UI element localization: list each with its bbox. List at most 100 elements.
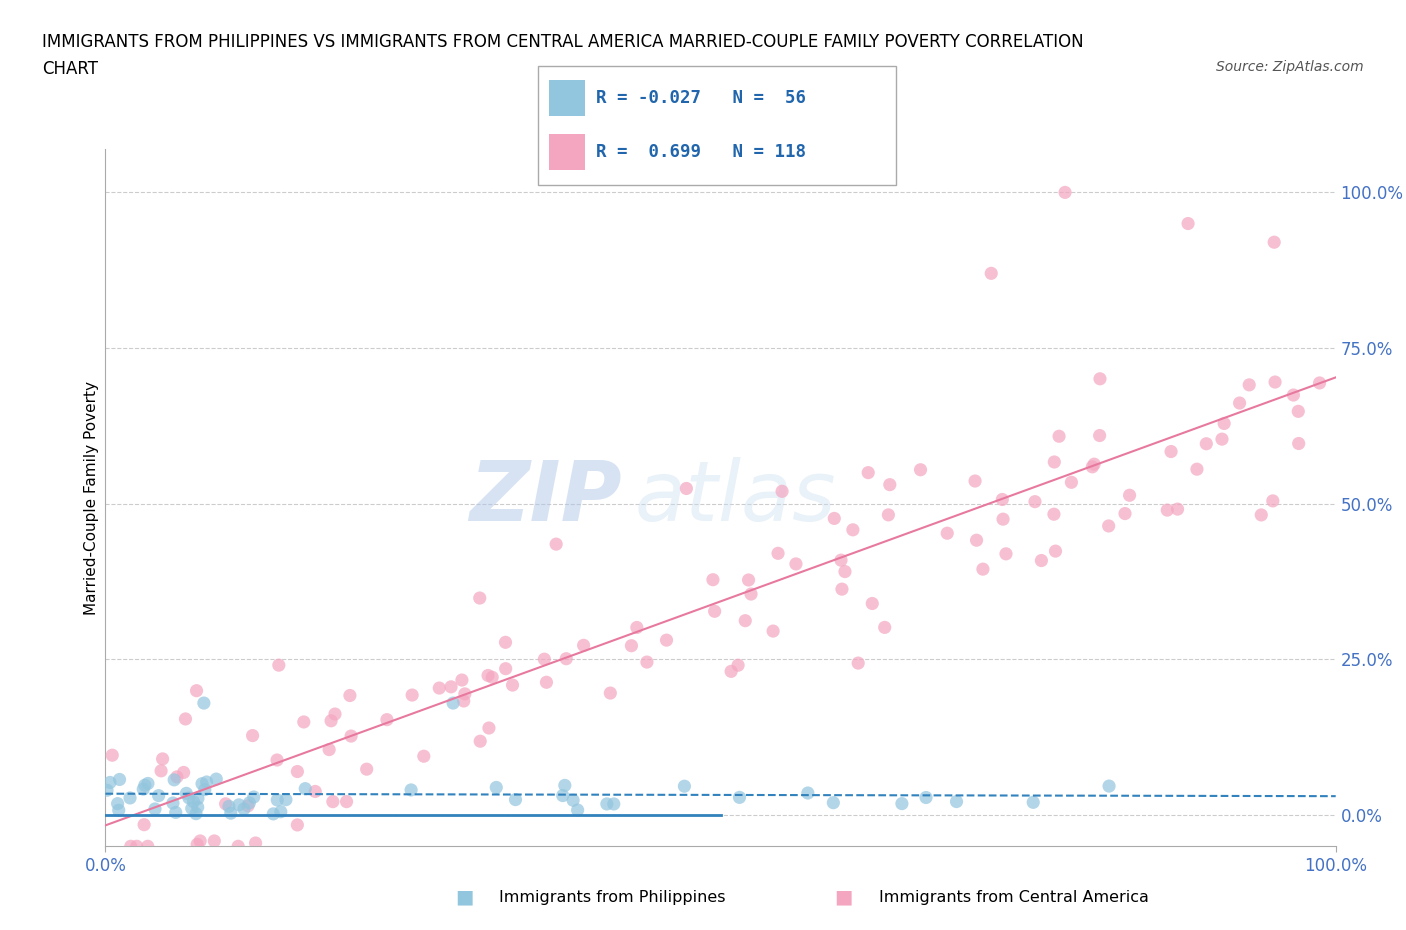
Point bbox=[274, 792, 297, 807]
Point bbox=[136, 839, 159, 854]
Point bbox=[1250, 508, 1272, 523]
Point bbox=[1282, 388, 1305, 403]
Point bbox=[187, 800, 209, 815]
Point bbox=[108, 772, 131, 787]
Point bbox=[551, 788, 574, 803]
Point bbox=[1288, 436, 1310, 451]
Point bbox=[183, 794, 205, 809]
Point bbox=[1098, 778, 1121, 793]
Point bbox=[842, 523, 865, 538]
Point bbox=[702, 572, 724, 587]
Point bbox=[1024, 494, 1046, 509]
Point bbox=[219, 805, 242, 820]
Point bbox=[266, 792, 288, 807]
Point bbox=[481, 670, 503, 684]
Point bbox=[242, 728, 264, 743]
Point bbox=[1160, 445, 1182, 459]
Point bbox=[740, 587, 762, 602]
Point bbox=[226, 839, 249, 854]
Point bbox=[177, 790, 200, 805]
Text: R =  0.699   N = 118: R = 0.699 N = 118 bbox=[596, 143, 807, 161]
Point bbox=[505, 792, 527, 807]
Text: ZIP: ZIP bbox=[470, 457, 621, 538]
Point bbox=[205, 772, 228, 787]
Point bbox=[831, 581, 853, 596]
Point bbox=[536, 675, 558, 690]
Point bbox=[1114, 506, 1136, 521]
Point bbox=[412, 749, 434, 764]
Point bbox=[165, 805, 187, 820]
Point bbox=[176, 786, 198, 801]
Bar bbox=[548, 134, 585, 170]
Point bbox=[202, 833, 225, 848]
Point bbox=[873, 620, 896, 635]
Point bbox=[785, 556, 807, 571]
Point bbox=[1261, 494, 1284, 509]
Point bbox=[1195, 436, 1218, 451]
Point bbox=[572, 638, 595, 653]
Point bbox=[1047, 429, 1070, 444]
Point bbox=[236, 798, 259, 813]
Point bbox=[148, 789, 170, 804]
Point bbox=[737, 573, 759, 588]
Text: Source: ZipAtlas.com: Source: ZipAtlas.com bbox=[1216, 60, 1364, 74]
Text: ■: ■ bbox=[454, 888, 474, 907]
Point bbox=[980, 266, 1002, 281]
Point bbox=[966, 533, 988, 548]
Point bbox=[375, 712, 398, 727]
Point bbox=[936, 525, 959, 540]
Text: Immigrants from Central America: Immigrants from Central America bbox=[879, 890, 1149, 905]
Point bbox=[1022, 795, 1045, 810]
Point bbox=[915, 790, 938, 805]
Point bbox=[1237, 378, 1260, 392]
Point bbox=[186, 837, 208, 852]
Point bbox=[1045, 544, 1067, 559]
Point bbox=[834, 565, 856, 579]
Bar bbox=[548, 80, 585, 116]
Text: CHART: CHART bbox=[42, 60, 98, 78]
Point bbox=[173, 765, 195, 780]
Point bbox=[118, 790, 141, 805]
Point bbox=[1054, 185, 1077, 200]
Point bbox=[1118, 488, 1140, 503]
Point bbox=[136, 776, 159, 790]
Point bbox=[655, 632, 678, 647]
Point bbox=[533, 652, 555, 667]
Point bbox=[554, 778, 576, 793]
Point bbox=[1156, 502, 1178, 517]
Point bbox=[232, 802, 254, 817]
Point bbox=[1213, 416, 1236, 431]
Point bbox=[194, 782, 217, 797]
Point bbox=[972, 562, 994, 577]
Point bbox=[468, 591, 491, 605]
Point bbox=[846, 656, 869, 671]
Point bbox=[991, 492, 1014, 507]
Point bbox=[1177, 216, 1199, 231]
Point bbox=[401, 687, 423, 702]
Point bbox=[1286, 404, 1309, 418]
Point bbox=[502, 678, 524, 693]
Point bbox=[335, 794, 357, 809]
Point bbox=[1098, 519, 1121, 534]
Point bbox=[304, 784, 326, 799]
Point bbox=[294, 781, 316, 796]
Point bbox=[399, 782, 422, 797]
Point bbox=[1043, 455, 1066, 470]
Point bbox=[214, 796, 236, 811]
Point bbox=[242, 790, 264, 804]
Point bbox=[1043, 507, 1066, 522]
Point bbox=[1060, 475, 1083, 490]
Point bbox=[174, 711, 197, 726]
Point bbox=[107, 803, 129, 817]
Point bbox=[319, 713, 342, 728]
Point bbox=[546, 537, 568, 551]
Point bbox=[323, 707, 346, 722]
Point bbox=[267, 658, 290, 672]
Point bbox=[626, 620, 648, 635]
Point bbox=[877, 508, 900, 523]
Point bbox=[485, 780, 508, 795]
Point bbox=[1263, 234, 1285, 249]
Text: R = -0.027   N =  56: R = -0.027 N = 56 bbox=[596, 88, 807, 107]
Point bbox=[945, 794, 967, 809]
Point bbox=[184, 806, 207, 821]
